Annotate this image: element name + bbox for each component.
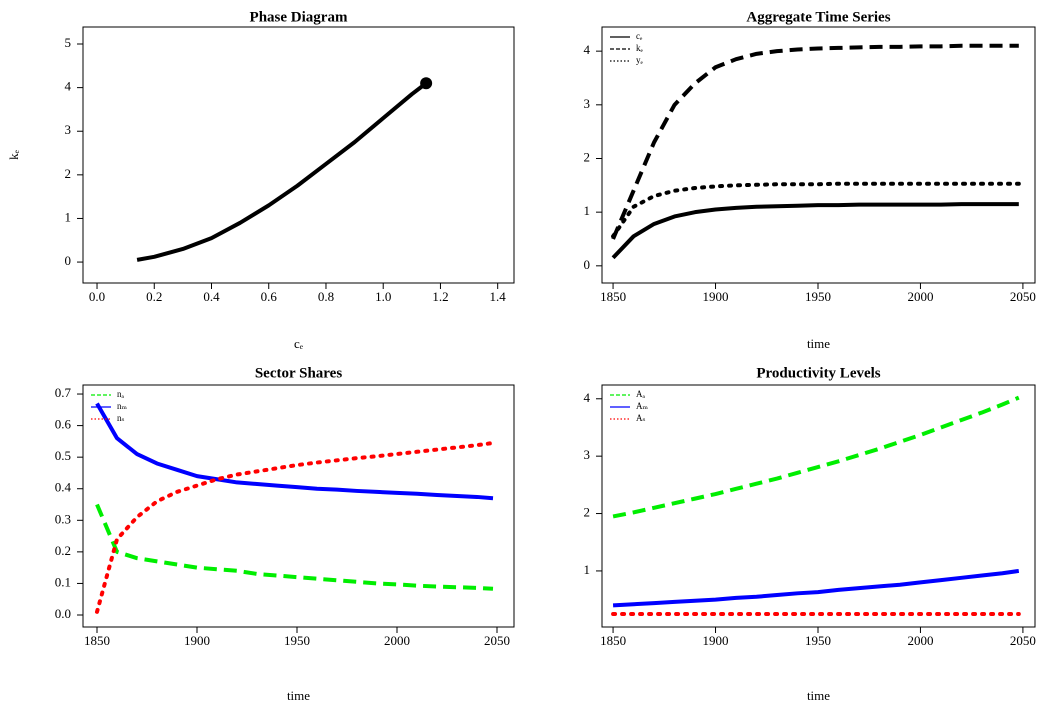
plot-box [82,384,515,628]
x-tick-label: 2000 [384,633,410,648]
legend-label: Aₘ [636,401,648,411]
x-tick-label: 0.0 [89,289,105,304]
y-tick-label: 4 [584,42,591,57]
plot-box [601,384,1036,628]
x-tick-label: 1850 [84,633,110,648]
legend-label: yₑ [636,55,644,65]
x-tick-label: 1.2 [432,289,448,304]
x-tick-label: 2050 [1010,633,1036,648]
legend-label: nₘ [117,401,128,411]
y-tick-label: 1 [584,562,591,577]
y-tick-label: 2 [65,166,72,181]
series-line [612,395,1020,519]
y-tick-label: 0.1 [55,574,71,589]
x-tick-label: 0.4 [203,289,220,304]
y-tick-label: 0.3 [55,511,71,526]
x-tick-label: 0.2 [146,289,162,304]
y-tick-label: 0.4 [55,480,72,495]
legend-label: cₑ [636,31,643,41]
y-tick-label: 0.7 [55,385,72,400]
series-line [136,81,428,262]
x-tick-label: 1900 [703,633,729,648]
y-tick-label: 0 [584,257,591,272]
legend-label: nₛ [117,413,125,423]
x-axis-label: cₑ [294,336,304,351]
y-tick-label: 0.2 [55,543,71,558]
y-tick-label: 0.6 [55,417,72,432]
legend-label: nₐ [117,389,125,399]
x-tick-label: 2000 [907,289,933,304]
y-axis-label: kₑ [6,149,21,160]
y-tick-label: 2 [584,149,591,164]
chart-title: Phase Diagram [250,9,348,25]
x-tick-label: 2050 [1010,289,1036,304]
y-tick-label: 3 [584,447,591,462]
x-axis-label: time [287,688,310,702]
series-line [611,202,1019,260]
x-tick-label: 1.0 [375,289,391,304]
x-tick-label: 1950 [805,289,831,304]
x-tick-label: 2050 [484,633,510,648]
legend-label: Aₛ [636,413,646,423]
y-tick-label: 0 [65,253,72,268]
plot-box [601,26,1036,284]
y-tick-label: 0.5 [55,448,71,463]
y-tick-label: 2 [584,505,591,520]
chart-title: Productivity Levels [756,365,880,381]
y-tick-label: 0.0 [55,606,71,621]
x-tick-label: 2000 [907,633,933,648]
x-axis-label: time [807,336,830,351]
x-tick-label: 1950 [284,633,310,648]
y-tick-label: 4 [584,390,591,405]
chart-title: Aggregate Time Series [746,9,890,25]
series-line [611,43,1019,240]
y-tick-label: 5 [65,35,72,50]
x-axis-label: time [807,688,830,702]
x-tick-label: 1900 [703,289,729,304]
series-line [95,503,494,591]
end-point [420,77,433,90]
series-line [95,402,494,501]
legend-label: Aₐ [636,389,645,399]
chart-title: Sector Shares [255,365,343,381]
x-tick-label: 1850 [600,633,626,648]
y-tick-label: 1 [584,203,591,218]
x-tick-label: 0.8 [318,289,334,304]
x-tick-label: 1.4 [490,289,507,304]
y-tick-label: 3 [65,122,72,137]
y-tick-label: 1 [65,209,72,224]
y-tick-label: 3 [584,96,591,111]
x-tick-label: 1900 [184,633,210,648]
series-line [612,568,1020,608]
y-tick-label: 4 [65,79,72,94]
x-tick-label: 1850 [600,289,626,304]
series-line [611,181,1021,239]
plot-box [82,26,515,284]
x-tick-label: 1950 [805,633,831,648]
x-tick-label: 0.6 [261,289,278,304]
series-line [95,440,495,614]
legend-label: kₑ [636,43,644,53]
